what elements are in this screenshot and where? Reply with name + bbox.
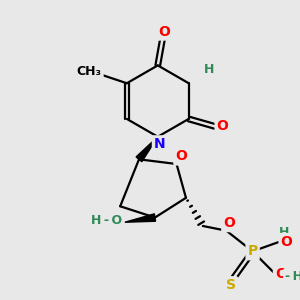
Text: H: H [204, 63, 214, 76]
Polygon shape [125, 214, 155, 222]
Text: O: O [158, 25, 170, 39]
Text: CH₃: CH₃ [77, 65, 102, 79]
Text: O: O [223, 216, 235, 230]
Text: P: P [248, 244, 258, 258]
Text: O: O [275, 267, 287, 281]
Text: H: H [278, 226, 289, 239]
Text: O: O [175, 149, 187, 164]
Text: N: N [154, 137, 166, 151]
Text: S: S [226, 278, 236, 292]
Text: - H: - H [285, 270, 300, 283]
Text: H - O: H - O [91, 214, 122, 227]
Polygon shape [136, 137, 158, 162]
Text: O: O [217, 119, 228, 134]
Text: O: O [280, 235, 292, 249]
